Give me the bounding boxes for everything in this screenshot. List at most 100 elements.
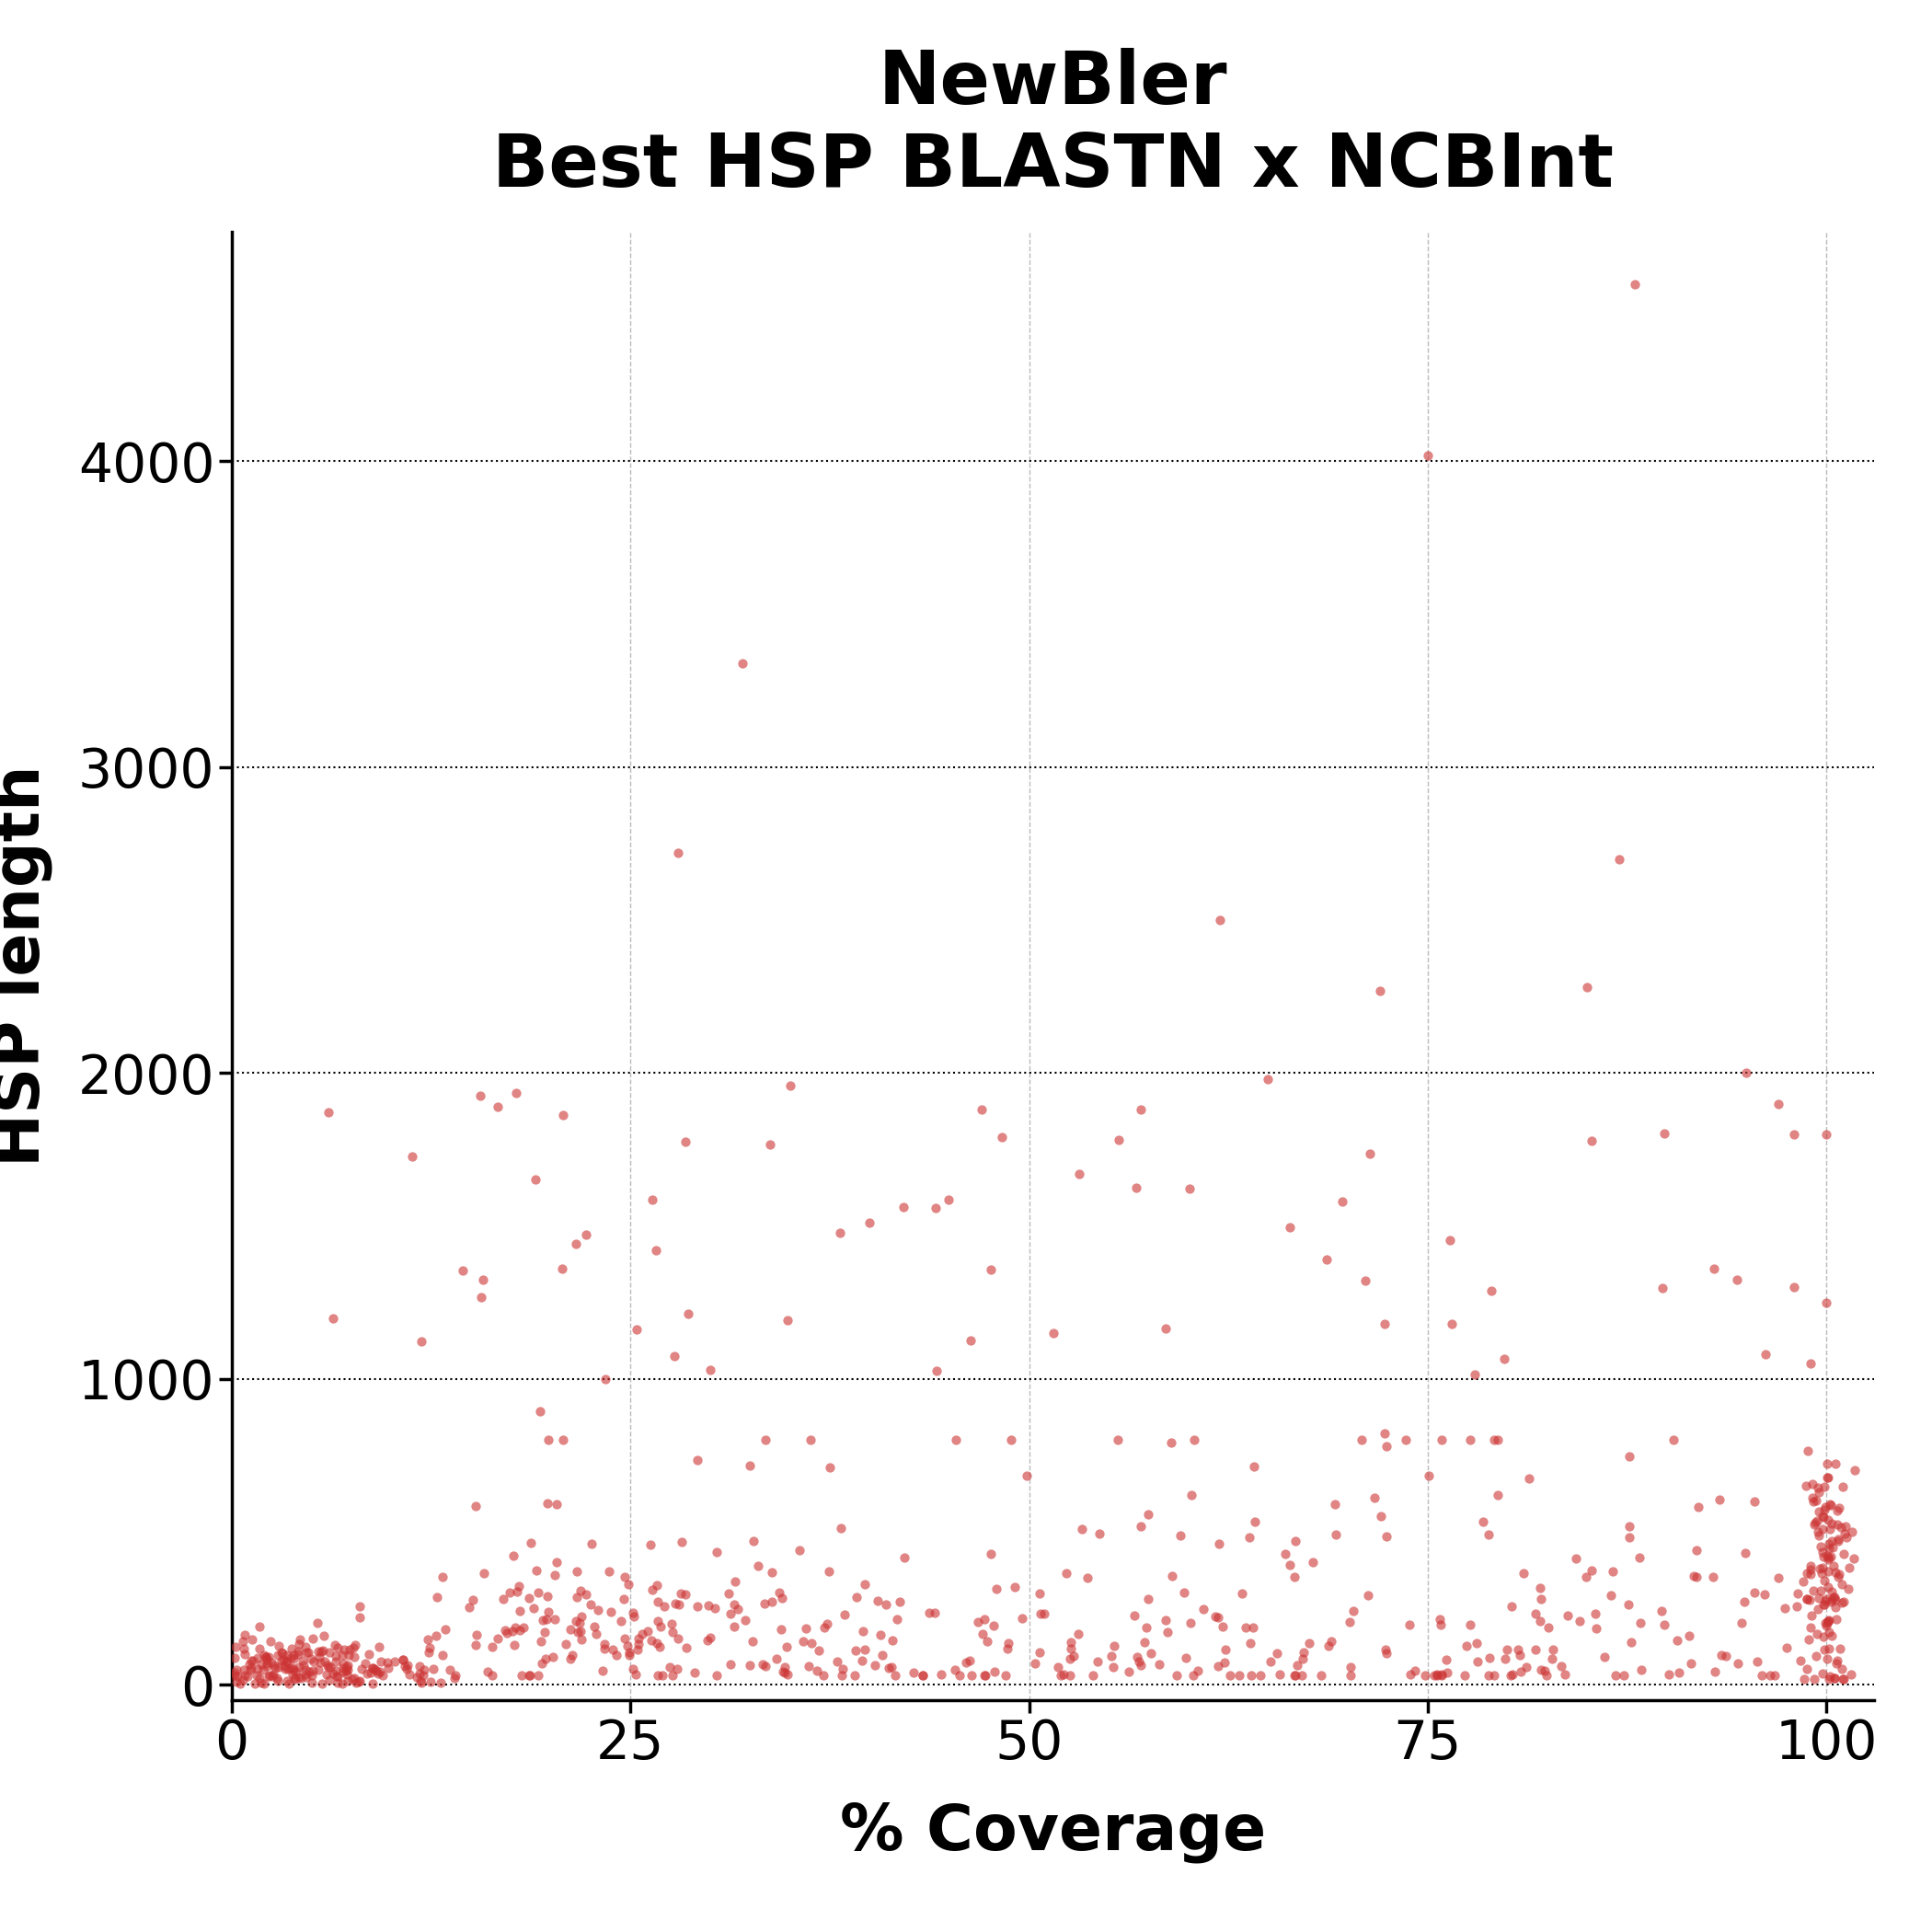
Point (854, 1208, 885, 1238)
Point (303, 1642, 334, 1673)
Point (1565, 1605, 1596, 1636)
Point (1663, 1658, 1694, 1689)
Point (1101, 1424, 1132, 1455)
Point (1482, 1424, 1513, 1455)
Point (667, 1526, 697, 1557)
Point (1826, 1654, 1857, 1685)
Point (1804, 1476, 1835, 1507)
Point (1750, 1339, 1781, 1370)
Point (228, 1634, 259, 1665)
Point (1287, 1660, 1318, 1690)
Point (1604, 844, 1634, 875)
Point (1615, 1627, 1646, 1658)
Point (1830, 1511, 1861, 1542)
Point (396, 1142, 427, 1173)
Point (1281, 1660, 1312, 1690)
Point (808, 1660, 838, 1690)
Point (840, 1660, 871, 1690)
Point (1030, 1598, 1061, 1629)
Point (220, 1642, 251, 1673)
Point (1455, 1609, 1486, 1640)
Point (1055, 1633, 1086, 1663)
Point (989, 1660, 1020, 1690)
Point (288, 1644, 319, 1675)
Point (877, 1625, 908, 1656)
Point (1279, 1561, 1310, 1592)
Point (1577, 1555, 1607, 1586)
Point (531, 1488, 562, 1519)
Point (1364, 976, 1395, 1007)
Point (1188, 1594, 1219, 1625)
Point (1520, 1634, 1551, 1665)
Point (327, 1667, 357, 1698)
Point (1804, 1577, 1835, 1607)
Point (259, 1652, 290, 1683)
Point (1812, 1544, 1843, 1575)
Point (719, 1588, 750, 1619)
Point (1010, 1461, 1041, 1492)
Point (755, 1128, 786, 1159)
Point (562, 1617, 593, 1648)
Point (328, 1656, 359, 1687)
Point (1793, 1625, 1824, 1656)
Point (802, 1656, 833, 1687)
Point (498, 1540, 529, 1571)
Point (1824, 1634, 1855, 1665)
Point (1474, 1642, 1505, 1673)
Point (1824, 1559, 1855, 1590)
Point (473, 1656, 504, 1687)
Point (276, 1633, 307, 1663)
Point (267, 1646, 298, 1677)
Point (1808, 1542, 1839, 1573)
Point (1729, 1538, 1760, 1569)
Point (267, 1636, 298, 1667)
Point (1320, 1488, 1350, 1519)
Point (1472, 1660, 1503, 1690)
Point (1215, 1660, 1246, 1690)
Point (566, 1625, 597, 1656)
Point (1648, 1273, 1679, 1304)
Point (1082, 1646, 1113, 1677)
Point (1354, 1138, 1385, 1169)
Point (290, 1654, 321, 1685)
Point (1806, 1536, 1837, 1567)
Point (612, 1569, 643, 1600)
Point (1279, 1660, 1310, 1690)
Point (564, 1575, 595, 1605)
Point (305, 1667, 336, 1698)
Point (1772, 1633, 1803, 1663)
Point (280, 1656, 311, 1687)
Point (1097, 1652, 1128, 1683)
Point (278, 1644, 309, 1675)
Point (1294, 1629, 1325, 1660)
Point (460, 1492, 491, 1522)
Point (313, 1097, 344, 1128)
Point (1426, 1660, 1457, 1690)
Point (815, 1453, 846, 1484)
Point (303, 1654, 334, 1685)
Point (1824, 1524, 1855, 1555)
Point (1024, 1578, 1055, 1609)
Point (715, 1598, 746, 1629)
Point (1055, 1627, 1086, 1658)
Point (1814, 1515, 1845, 1546)
Point (274, 1652, 305, 1683)
Point (738, 1526, 769, 1557)
Point (253, 1660, 284, 1690)
Point (663, 1588, 694, 1619)
Point (1828, 1538, 1859, 1569)
Point (696, 1623, 726, 1654)
Point (1820, 1449, 1851, 1480)
Point (344, 1590, 375, 1621)
Point (1806, 1515, 1837, 1546)
Point (224, 1667, 255, 1698)
Point (1169, 1577, 1200, 1607)
Point (230, 1619, 261, 1650)
Point (1625, 1607, 1656, 1638)
Point (1787, 1567, 1818, 1598)
Point (1760, 1660, 1791, 1690)
Point (1710, 1640, 1741, 1671)
Point (1418, 1660, 1449, 1690)
Point (757, 1557, 788, 1588)
Point (1814, 1532, 1845, 1563)
